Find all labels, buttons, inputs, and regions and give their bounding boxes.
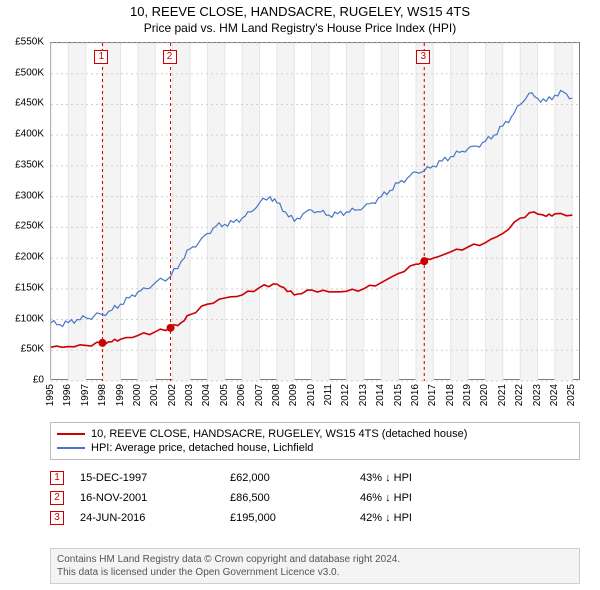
x-tick-label: 2022 xyxy=(514,384,525,406)
price-row: 1 15-DEC-1997£62,00043% ↓ HPI xyxy=(50,468,580,488)
x-tick-label: 2024 xyxy=(549,384,560,406)
x-tick-label: 2007 xyxy=(254,384,265,406)
x-tick-label: 2020 xyxy=(479,384,490,406)
x-tick-label: 2002 xyxy=(167,384,178,406)
x-tick-label: 2003 xyxy=(184,384,195,406)
x-tick-label: 2013 xyxy=(358,384,369,406)
legend-row-property: 10, REEVE CLOSE, HANDSACRE, RUGELEY, WS1… xyxy=(57,427,573,441)
y-tick-label: £200K xyxy=(15,252,44,263)
legend-swatch-hpi xyxy=(57,447,85,449)
price-table: 1 15-DEC-1997£62,00043% ↓ HPI 2 16-NOV-2001… xyxy=(50,468,580,528)
x-tick-label: 2011 xyxy=(323,384,334,406)
x-tick-label: 2014 xyxy=(375,384,386,406)
y-tick-label: £500K xyxy=(15,67,44,78)
legend-row-hpi: HPI: Average price, detached house, Lich… xyxy=(57,441,573,455)
chart-title: 10, REEVE CLOSE, HANDSACRE, RUGELEY, WS1… xyxy=(0,0,600,19)
chart-subtitle: Price paid vs. HM Land Registry's House … xyxy=(0,19,600,35)
price-diff: 42% ↓ HPI xyxy=(360,512,520,524)
y-axis: £0£50K£100K£150K£200K£250K£300K£350K£400… xyxy=(0,42,48,380)
x-tick-label: 2015 xyxy=(393,384,404,406)
price-row: 2 16-NOV-2001£86,50046% ↓ HPI xyxy=(50,488,580,508)
x-tick-label: 2008 xyxy=(271,384,282,406)
y-tick-label: £150K xyxy=(15,282,44,293)
y-tick-label: £550K xyxy=(15,37,44,48)
y-tick-label: £0 xyxy=(33,375,44,386)
x-tick-label: 1997 xyxy=(80,384,91,406)
marker-box: 1 xyxy=(94,50,108,64)
x-tick-label: 2006 xyxy=(236,384,247,406)
x-tick-label: 2019 xyxy=(462,384,473,406)
x-tick-label: 2016 xyxy=(410,384,421,406)
x-tick-label: 1996 xyxy=(62,384,73,406)
marker-box: 2 xyxy=(163,50,177,64)
x-tick-label: 1999 xyxy=(115,384,126,406)
x-tick-label: 2001 xyxy=(149,384,160,406)
x-tick-label: 2010 xyxy=(306,384,317,406)
price-diff: 46% ↓ HPI xyxy=(360,492,520,504)
plot-svg xyxy=(51,43,579,379)
y-tick-label: £250K xyxy=(15,221,44,232)
x-tick-label: 2005 xyxy=(219,384,230,406)
x-tick-label: 1998 xyxy=(97,384,108,406)
x-tick-label: 2017 xyxy=(427,384,438,406)
price-row: 3 24-JUN-2016£195,00042% ↓ HPI xyxy=(50,508,580,528)
footer-line-1: Contains HM Land Registry data © Crown c… xyxy=(57,553,573,566)
legend-label-property: 10, REEVE CLOSE, HANDSACRE, RUGELEY, WS1… xyxy=(91,428,467,440)
x-tick-label: 2004 xyxy=(201,384,212,406)
x-tick-label: 2018 xyxy=(445,384,456,406)
y-tick-label: £350K xyxy=(15,159,44,170)
price-diff: 43% ↓ HPI xyxy=(360,472,520,484)
legend-swatch-property xyxy=(57,433,85,435)
price-amount: £62,000 xyxy=(230,472,360,484)
legend: 10, REEVE CLOSE, HANDSACRE, RUGELEY, WS1… xyxy=(50,422,580,460)
chart-area xyxy=(50,42,580,380)
price-marker-box: 2 xyxy=(50,491,64,505)
price-date: 16-NOV-2001 xyxy=(80,492,230,504)
y-tick-label: £450K xyxy=(15,98,44,109)
price-marker-box: 3 xyxy=(50,511,64,525)
price-marker-box: 1 xyxy=(50,471,64,485)
y-tick-label: £50K xyxy=(21,344,44,355)
y-tick-label: £400K xyxy=(15,129,44,140)
y-tick-label: £300K xyxy=(15,190,44,201)
x-tick-label: 2000 xyxy=(132,384,143,406)
y-tick-label: £100K xyxy=(15,313,44,324)
price-amount: £195,000 xyxy=(230,512,360,524)
price-date: 24-JUN-2016 xyxy=(80,512,230,524)
x-axis: 1995199619971998199920002001200220032004… xyxy=(50,380,580,420)
price-amount: £86,500 xyxy=(230,492,360,504)
legend-label-hpi: HPI: Average price, detached house, Lich… xyxy=(91,442,313,454)
x-tick-label: 1995 xyxy=(45,384,56,406)
x-tick-label: 2025 xyxy=(566,384,577,406)
x-tick-label: 2009 xyxy=(288,384,299,406)
marker-box: 3 xyxy=(416,50,430,64)
price-date: 15-DEC-1997 xyxy=(80,472,230,484)
x-tick-label: 2023 xyxy=(532,384,543,406)
footer-box: Contains HM Land Registry data © Crown c… xyxy=(50,548,580,584)
x-tick-label: 2021 xyxy=(497,384,508,406)
x-tick-label: 2012 xyxy=(340,384,351,406)
footer-line-2: This data is licensed under the Open Gov… xyxy=(57,566,573,579)
